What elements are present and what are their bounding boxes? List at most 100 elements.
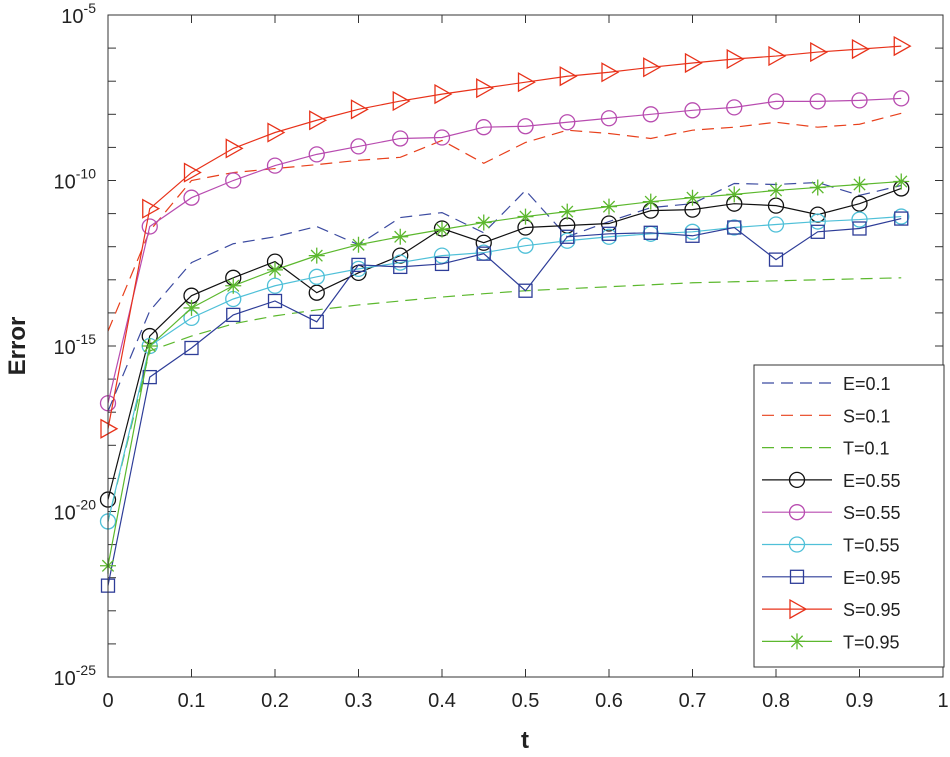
data-point [434,221,450,238]
data-point [560,229,575,244]
data-point [392,254,409,271]
data-point [350,236,367,253]
data-point [475,234,492,251]
data-point [309,314,324,329]
legend-label: E=0.95 [843,568,901,588]
legend-label: T=0.55 [843,536,900,556]
data-point [142,198,161,219]
data-point [350,99,369,120]
data-point [392,228,409,245]
legend-marker [788,504,806,521]
data-point [601,62,620,83]
data-point [726,219,743,236]
data-point [392,130,409,147]
data-point [225,277,242,294]
legend-label: S=0.95 [843,600,901,620]
legend-marker [788,536,806,553]
data-point [852,221,867,236]
data-point [768,252,784,267]
legend-label: T=0.1 [843,439,890,459]
legend-entry: E=0.95 [762,568,901,588]
legend-marker [788,471,806,489]
data-point [684,189,701,206]
data-point [308,268,325,285]
data-point [309,110,328,131]
data-point [183,189,200,206]
data-point [518,283,533,298]
data-point [308,247,325,264]
series-line [107,181,902,412]
legend-entry: T=0.1 [762,439,890,459]
series-line [107,180,902,566]
y-tick-label: 10-10 [54,166,97,194]
data-point [767,93,785,110]
x-tick-label: 0.3 [345,690,373,712]
data-point [600,215,618,232]
data-point [183,162,202,183]
series-T=0.55 [99,208,910,530]
data-point [517,208,534,225]
series-line [107,112,902,332]
legend-entry: S=0.55 [762,503,901,523]
y-tick-exponent: -20 [76,497,96,513]
legend-entry: E=0.55 [762,471,901,491]
x-tick-label: 0.2 [261,690,289,712]
legend-label: T=0.95 [843,632,900,652]
x-tick-label: 1 [937,690,948,712]
data-point [350,260,367,278]
data-point [768,45,787,67]
y-tick-label: 10-20 [54,497,97,525]
data-point [684,102,701,119]
data-point [393,259,408,275]
data-point [684,223,701,240]
data-point [433,247,451,264]
x-tick-label: 0.5 [512,690,540,712]
data-point [559,114,576,131]
x-tick-label: 0.9 [846,690,874,712]
y-tick-label: 10-5 [61,0,96,28]
data-point [809,179,826,196]
data-point [559,232,576,249]
series-line [107,97,902,404]
legend-marker [789,633,805,650]
data-point [100,418,119,439]
x-tick-label: 0.7 [679,690,707,712]
y-tick-label: 10-15 [54,331,97,359]
data-point [851,195,868,212]
data-point [475,214,492,231]
data-point [517,72,536,93]
y-tick-exponent: -5 [84,0,97,16]
data-point [225,172,242,189]
data-point [642,193,659,210]
series-T=0.1 [107,277,902,522]
series-S=0.95 [100,36,912,439]
data-point [559,66,578,87]
data-point [434,256,450,272]
x-tick-label: 0.4 [428,690,456,712]
series-S=0.55 [99,90,910,412]
data-point [809,213,826,230]
data-point [767,216,785,233]
data-point [266,157,284,174]
data-point [226,307,241,323]
series-E=0.1 [107,181,902,412]
legend-label: E=0.1 [843,374,891,394]
data-point [685,228,700,243]
y-tick-base: 10 [54,668,76,690]
y-tick-exponent: -15 [76,331,96,347]
data-point [727,220,742,235]
data-point [351,257,366,273]
data-point [266,277,284,294]
data-point [893,36,912,57]
data-point [810,224,825,239]
series-group [99,36,912,593]
legend: E=0.1 S=0.1 T=0.1 E=0.55 S=0.55 T=0.55 E=0.95 S… [753,364,945,668]
y-tick-base: 10 [54,337,76,359]
y-tick-base: 10 [54,172,76,194]
data-point [726,99,743,116]
legend-entry: S=0.1 [762,406,891,426]
data-point [392,90,411,112]
data-point [893,90,910,107]
data-point [810,41,829,63]
x-tick-label: 0.1 [178,690,206,712]
